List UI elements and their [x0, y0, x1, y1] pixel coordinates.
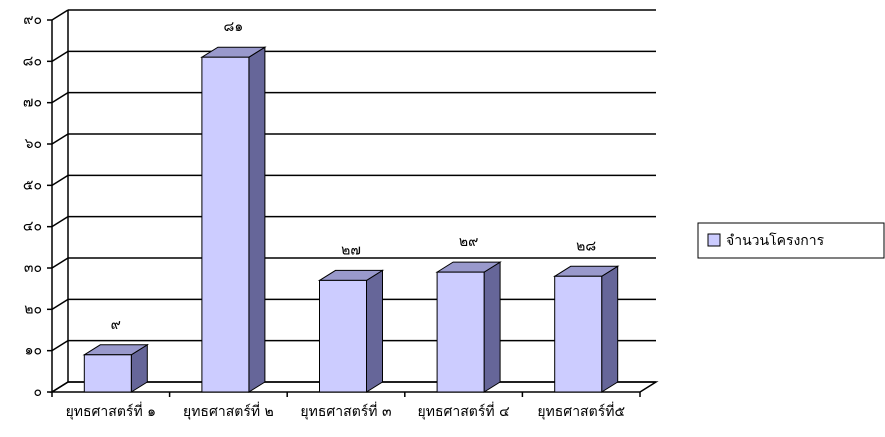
- grid-line: [51, 216, 69, 228]
- x-tick-label: ยุทธศาสตร์ที่ ๓: [300, 402, 391, 420]
- grid-line: [51, 381, 69, 393]
- bar-group: [317, 269, 385, 393]
- y-tick-label: ๔๐: [23, 219, 42, 235]
- bar: [319, 279, 367, 393]
- x-tick-label: ยุทธศาสตร์ที่ ๒: [183, 402, 274, 420]
- bar: [201, 56, 250, 393]
- y-tick-label: ๖๐: [25, 136, 42, 152]
- y-tick-label: ๘๐: [23, 53, 42, 69]
- y-tick-label: ๗๐: [23, 95, 42, 111]
- bar: [554, 275, 603, 393]
- grid-line: [51, 340, 69, 352]
- bar-group: [435, 261, 502, 393]
- y-tick-label: ๑๐: [25, 343, 42, 359]
- bar-side: [366, 269, 383, 393]
- grid-line: [51, 298, 69, 310]
- legend-label: จำนวนโครงการ: [726, 232, 825, 249]
- x-tick-label: ยุทธศาสตร์ที่๕: [537, 402, 625, 420]
- value-label: ๒๙: [459, 234, 478, 250]
- grid-line: [51, 50, 69, 62]
- grid-line: [51, 174, 69, 186]
- value-label: ๒๗: [341, 242, 361, 258]
- bar-side: [248, 46, 266, 393]
- x-tick-label: ยุทธศาสตร์ที่ ๔: [418, 402, 510, 420]
- y-tick-label: ๙๐: [23, 12, 42, 28]
- bar-side: [601, 265, 619, 393]
- legend-swatch: [707, 233, 721, 247]
- grid-line: [51, 133, 69, 145]
- grid-line: [51, 257, 69, 269]
- value-label: ๒๘: [576, 238, 596, 254]
- bar-side: [483, 261, 501, 393]
- y-tick-label: ๕๐: [23, 177, 42, 193]
- bar-group: [200, 46, 267, 393]
- grid-line: [51, 92, 69, 104]
- bar-group: [552, 265, 620, 393]
- x-tick-label: ยุทธศาสตร์ที่ ๑: [66, 402, 156, 420]
- bar-group: [82, 343, 150, 393]
- y-tick-label: ๐: [33, 384, 42, 400]
- y-tick-label: ๓๐: [24, 260, 42, 276]
- legend-box: [697, 222, 885, 259]
- value-label: ๘๑: [224, 19, 244, 35]
- bar: [436, 271, 485, 393]
- grid-line: [51, 9, 69, 21]
- value-label: ๙: [111, 317, 121, 333]
- bar: [83, 354, 132, 393]
- y-tick-label: ๒๐: [24, 301, 42, 317]
